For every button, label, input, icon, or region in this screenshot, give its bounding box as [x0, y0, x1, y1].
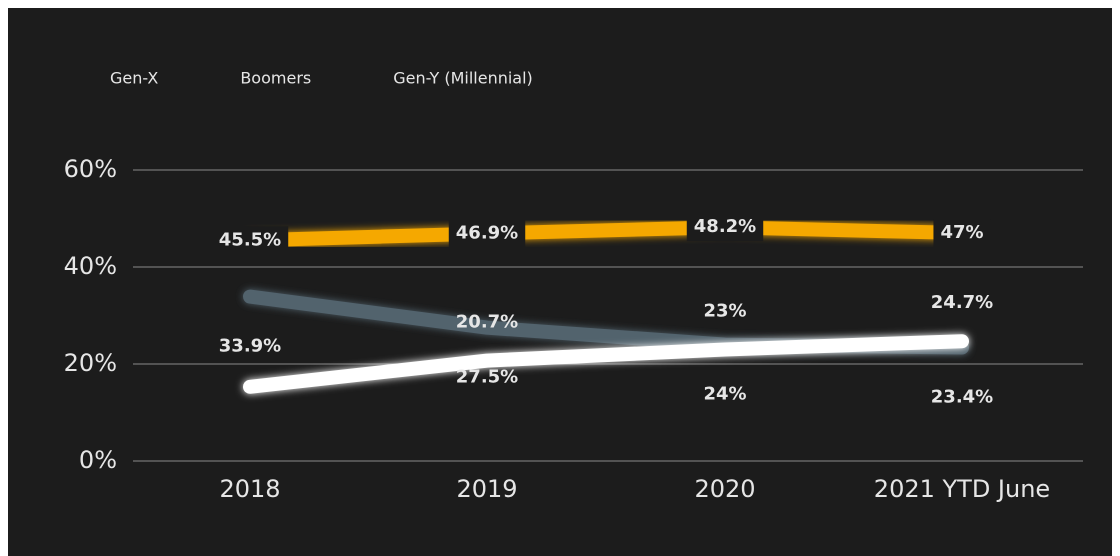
data-label: 20.7%	[456, 312, 518, 333]
label-background	[211, 226, 289, 255]
y-tick-label: 40%	[64, 252, 117, 280]
data-label: 24%	[703, 384, 746, 405]
legend-label: Boomers	[240, 69, 311, 88]
background	[8, 8, 1112, 556]
data-label: 27.5%	[456, 367, 518, 388]
x-tick-label: 2019	[456, 475, 517, 503]
data-label: 23%	[703, 300, 746, 321]
y-tick-label: 0%	[79, 446, 117, 474]
data-label: 24.7%	[931, 292, 993, 313]
label-background	[686, 213, 764, 242]
x-tick-label: 2021 YTD June	[874, 475, 1050, 503]
data-label: 46.9%	[456, 223, 518, 244]
data-label: 23.4%	[931, 387, 993, 408]
y-tick-label: 20%	[64, 349, 117, 377]
data-label: 45.5%	[219, 229, 281, 250]
legend-label: Gen-Y (Millennial)	[393, 69, 533, 88]
legend-label: Gen-X	[110, 69, 158, 88]
data-label: 33.9%	[219, 336, 281, 357]
label-background	[933, 219, 991, 248]
y-tick-label: 60%	[64, 155, 117, 183]
data-label: 48.2%	[694, 216, 756, 237]
series-line	[243, 334, 969, 394]
data-label: 47%	[940, 222, 983, 243]
x-tick-label: 2018	[219, 475, 280, 503]
label-background	[448, 219, 526, 248]
series-line	[243, 220, 969, 248]
x-tick-label: 2020	[694, 475, 755, 503]
